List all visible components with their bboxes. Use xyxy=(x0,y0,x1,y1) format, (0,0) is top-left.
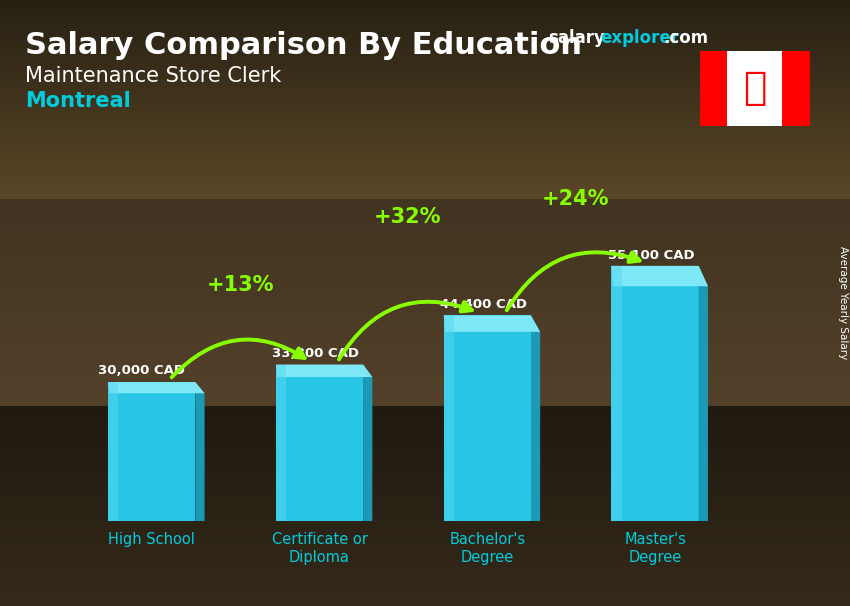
Text: Salary Comparison By Education: Salary Comparison By Education xyxy=(25,31,582,60)
Polygon shape xyxy=(531,315,540,521)
Text: Montreal: Montreal xyxy=(25,91,131,111)
Text: 🍁: 🍁 xyxy=(743,70,767,107)
Text: +13%: +13% xyxy=(207,275,274,295)
Text: 30,000 CAD: 30,000 CAD xyxy=(98,364,185,376)
Polygon shape xyxy=(363,365,372,521)
Text: explorer: explorer xyxy=(600,29,679,47)
Bar xyxy=(276,365,363,521)
Bar xyxy=(700,51,810,126)
Text: +32%: +32% xyxy=(374,207,442,227)
Polygon shape xyxy=(444,315,454,521)
Polygon shape xyxy=(699,266,708,521)
Polygon shape xyxy=(611,266,621,521)
Bar xyxy=(108,382,196,521)
Polygon shape xyxy=(196,382,205,521)
Text: 55,100 CAD: 55,100 CAD xyxy=(608,249,694,262)
Polygon shape xyxy=(276,365,372,377)
Text: 44,400 CAD: 44,400 CAD xyxy=(440,298,527,311)
Polygon shape xyxy=(276,365,286,521)
Text: salary: salary xyxy=(548,29,605,47)
Text: Average Yearly Salary: Average Yearly Salary xyxy=(838,247,848,359)
Bar xyxy=(611,266,699,521)
Bar xyxy=(444,315,531,521)
Text: 33,800 CAD: 33,800 CAD xyxy=(273,347,360,360)
Polygon shape xyxy=(108,382,118,521)
Polygon shape xyxy=(611,266,708,286)
Bar xyxy=(700,51,728,126)
Text: +24%: +24% xyxy=(542,189,609,209)
Text: Maintenance Store Clerk: Maintenance Store Clerk xyxy=(25,66,281,86)
Polygon shape xyxy=(108,382,205,393)
Text: .com: .com xyxy=(663,29,708,47)
Polygon shape xyxy=(444,315,540,332)
Bar xyxy=(783,51,810,126)
